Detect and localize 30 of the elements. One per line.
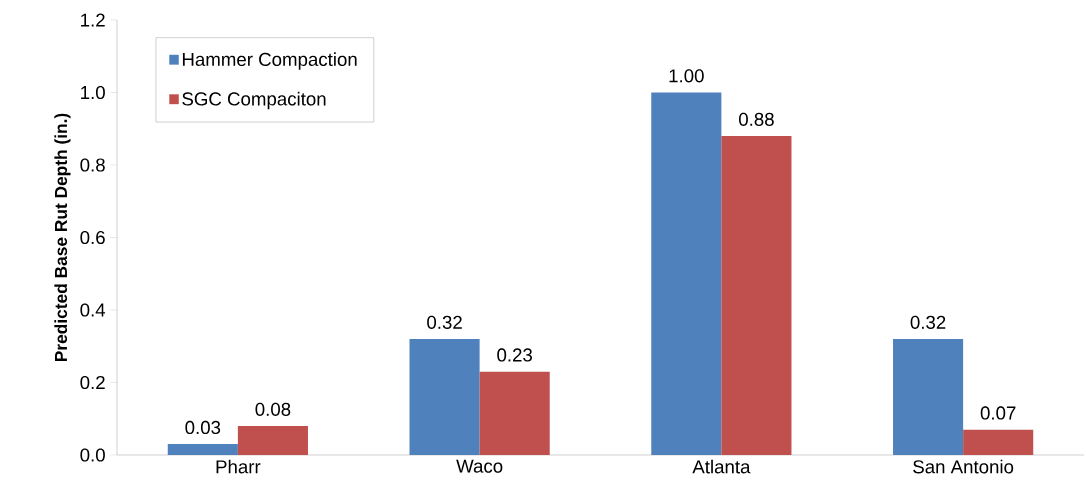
data-label: 0.08 bbox=[255, 402, 291, 416]
x-tick-label: San Antonio bbox=[913, 459, 1014, 474]
y-tick-label: 0.6 bbox=[80, 230, 105, 245]
x-tick-label: Pharr bbox=[216, 459, 261, 474]
data-label: 0.03 bbox=[185, 420, 221, 435]
y-tick-label: 0.2 bbox=[80, 375, 105, 390]
bar bbox=[167, 444, 238, 455]
legend-label: SGC Compaciton bbox=[182, 91, 326, 110]
data-label: 0.32 bbox=[427, 315, 462, 329]
data-label: 0.32 bbox=[910, 315, 946, 329]
x-tick-label: Waco bbox=[456, 459, 503, 473]
bar bbox=[409, 339, 480, 455]
y-tick-label: 0.0 bbox=[80, 448, 105, 462]
data-label: 0.88 bbox=[738, 112, 774, 126]
bar bbox=[237, 426, 308, 455]
bar bbox=[479, 371, 550, 455]
y-tick-label: 1.2 bbox=[81, 13, 105, 27]
bar bbox=[893, 339, 964, 455]
x-tick-label: Atlanta bbox=[692, 459, 751, 474]
data-label: 1.00 bbox=[669, 69, 704, 83]
data-label: 0.23 bbox=[497, 348, 533, 362]
bar bbox=[651, 92, 722, 455]
y-axis-title: Predicted Base Rut Depth (in.) bbox=[54, 113, 71, 362]
bar bbox=[963, 429, 1034, 455]
legend-label: Hammer Compaction bbox=[182, 52, 357, 70]
y-tick-label: 1.0 bbox=[81, 85, 105, 100]
data-label: 0.07 bbox=[980, 406, 1016, 420]
bar bbox=[721, 136, 792, 455]
y-tick-label: 0.4 bbox=[80, 303, 106, 317]
y-tick-label: 0.8 bbox=[80, 158, 105, 172]
